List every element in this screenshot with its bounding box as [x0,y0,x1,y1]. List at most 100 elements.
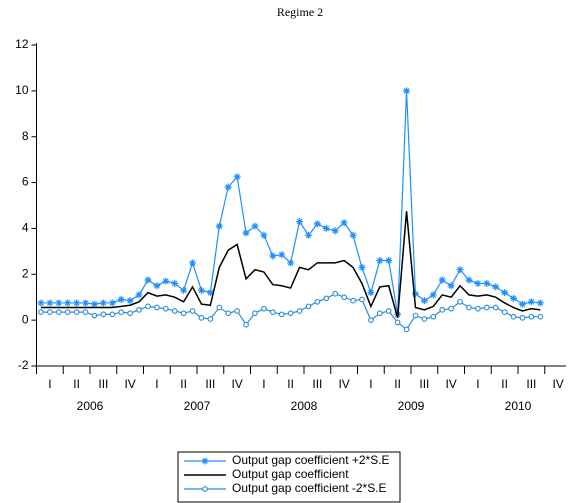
x-quarter-label: III [205,377,215,391]
star-marker [242,229,250,237]
circle-marker [341,294,347,301]
circle-marker [225,310,232,317]
x-quarter-label: II [73,377,80,391]
x-quarter-label: IV [124,377,135,391]
circle-marker [403,326,410,333]
star-marker [153,282,161,290]
circle-marker [466,304,472,311]
star-marker [260,231,268,239]
star-marker [527,298,535,306]
star-marker [64,299,72,307]
legend-label: Output gap coefficient [232,467,349,481]
circle-marker [439,306,446,313]
star-marker [456,266,464,274]
circle-marker [501,309,508,315]
x-quarter-label: I [48,377,51,391]
circle-marker [448,305,454,312]
star-marker [447,282,455,290]
star-marker [438,276,446,284]
circle-marker [368,317,374,323]
circle-marker [350,297,356,304]
x-quarter-label: I [369,377,372,391]
circle-marker [510,313,517,320]
x-quarter-label: II [394,377,401,391]
circle-marker [100,311,107,318]
x-year-label: 2010 [505,399,532,413]
star-marker [117,296,125,304]
x-quarter-label: III [98,377,108,391]
circle-marker [305,303,312,310]
circle-marker [127,310,133,317]
y-tick-label: 4 [22,221,29,235]
star-marker [340,219,348,227]
star-marker [90,300,98,308]
circle-marker [457,298,463,305]
star-marker [162,277,170,285]
x-quarter-label: IV [338,377,349,391]
star-marker [322,224,330,232]
circle-marker [73,309,80,315]
y-tick-label: 10 [15,83,29,97]
circle-marker [332,290,339,297]
star-marker [518,300,526,308]
circle-marker [421,316,428,322]
y-tick-label: 0 [22,312,29,326]
circle-marker [180,310,187,317]
circle-marker [314,298,321,305]
x-quarter-label: IV [231,377,242,391]
star-marker [411,290,419,298]
star-marker [73,299,81,307]
star-marker [144,276,152,284]
x-quarter-label: I [155,377,158,391]
star-marker [233,173,241,181]
star-marker [429,291,437,299]
x-quarter-label: III [312,377,322,391]
star-marker [37,299,45,307]
circle-marker [189,308,196,314]
star-marker [224,183,232,191]
star-marker [108,299,116,307]
x-quarter-label: IV [552,377,563,391]
star-marker [251,222,259,230]
circle-marker [376,310,383,317]
star-marker [367,289,375,297]
circle-marker [278,311,285,318]
star-marker [474,279,482,287]
circle-marker [55,309,62,315]
star-marker [206,289,214,297]
x-quarter-label: II [180,377,187,391]
circle-marker [198,315,205,321]
circle-marker [207,316,214,322]
series-line [40,90,541,315]
star-marker [55,299,63,307]
circle-marker [323,295,330,302]
circle-marker [475,305,481,312]
star-marker [403,87,411,95]
circle-marker [234,308,240,314]
star-marker [278,251,286,259]
circle-marker [38,309,44,315]
x-quarter-label: I [262,377,265,391]
star-marker [180,286,188,294]
star-marker [483,279,491,287]
star-marker [376,257,384,265]
y-tick-label: -2 [18,358,29,372]
star-marker [510,294,518,302]
circle-marker [154,304,160,311]
star-marker [313,220,321,228]
star-marker [197,286,205,294]
circle-marker [519,315,526,321]
star-marker [269,252,277,260]
star-marker [536,299,544,307]
circle-marker [171,308,178,314]
star-marker [215,222,223,230]
circle-marker [47,309,53,315]
circle-marker [385,308,392,314]
circle-marker [528,313,535,320]
star-marker [385,257,393,265]
star-marker [296,218,304,226]
series-line [40,211,541,319]
circle-marker [82,309,89,315]
